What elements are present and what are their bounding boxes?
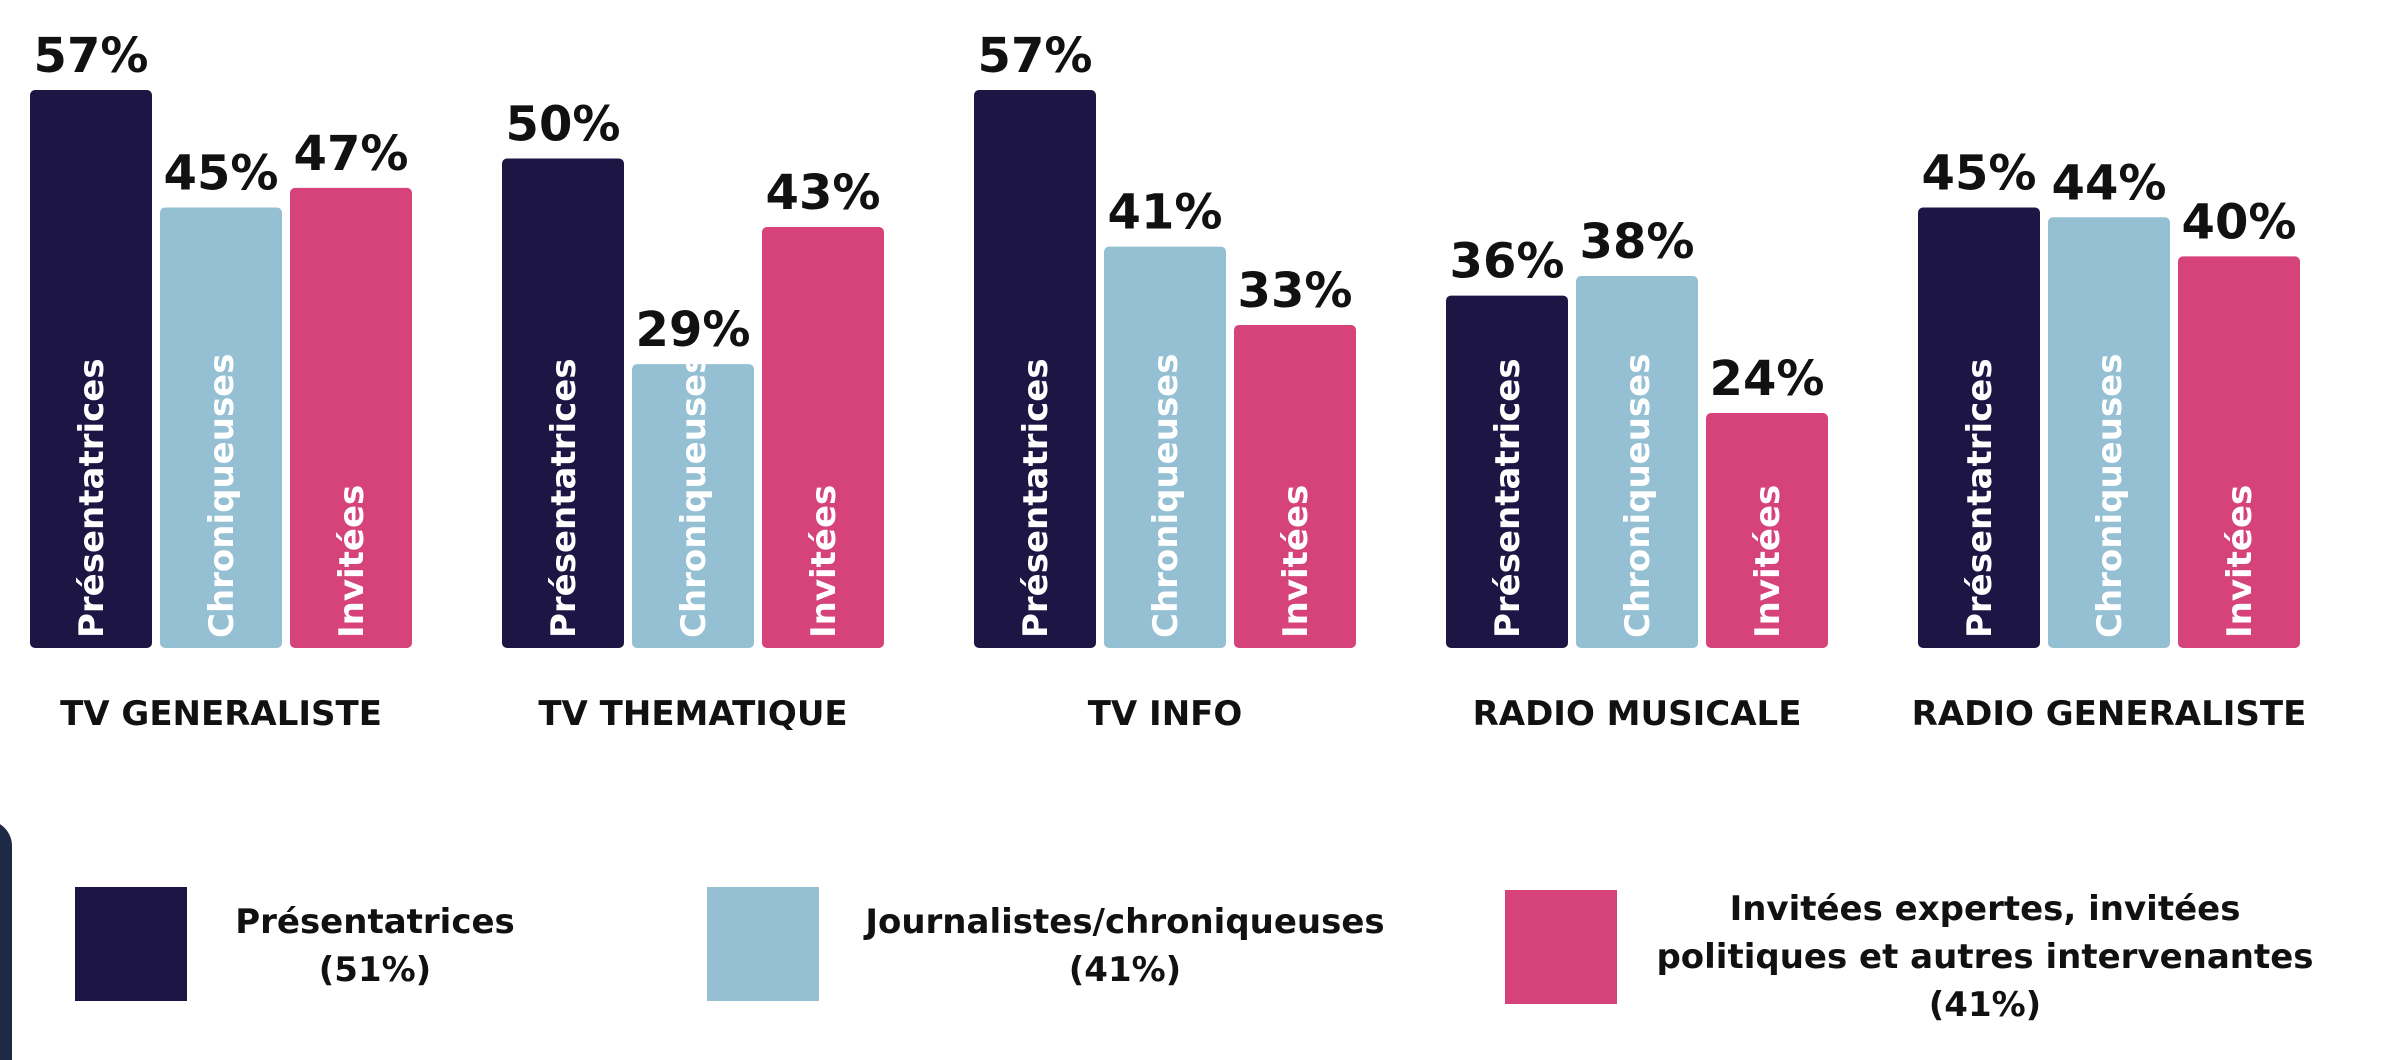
bar-tv-info-invitees	[1234, 324, 1356, 648]
bar-series-label-radio-generaliste-chroniqueuses: Chroniqueuses	[2090, 354, 2130, 638]
legend-label-journalistes-line1: Journalistes/chroniqueuses	[865, 902, 1385, 942]
bar-series-label-tv-generaliste-presentatrices: Présentatrices	[72, 358, 112, 638]
value-label-tv-generaliste-invitees: 47%	[294, 126, 409, 182]
bar-tv-generaliste-invitees	[290, 187, 412, 649]
bar-radio-musicale-presentatrices	[1446, 295, 1568, 648]
bar-series-label-tv-generaliste-invitees: Invitées	[332, 485, 372, 638]
value-label-tv-info-chroniqueuses: 41%	[1108, 185, 1223, 241]
legend-label-invitees-line3: (41%)	[1928, 985, 2042, 1025]
bar-radio-musicale-invitees	[1706, 413, 1828, 648]
value-label-tv-thematique-chroniqueuses: 29%	[636, 302, 751, 358]
value-label-tv-generaliste-chroniqueuses: 45%	[164, 145, 279, 201]
bar-series-label-radio-generaliste-invitees: Invitées	[2220, 485, 2260, 638]
value-label-tv-info-invitees: 33%	[1238, 263, 1353, 319]
bar-tv-info-presentatrices	[974, 90, 1096, 648]
bar-series-label-tv-thematique-invitees: Invitées	[804, 485, 844, 638]
value-label-tv-info-presentatrices: 57%	[978, 28, 1093, 84]
value-label-radio-musicale-presentatrices: 36%	[1450, 234, 1565, 290]
category-label-radio-musicale: RADIO MUSICALE	[1473, 694, 1802, 734]
bar-radio-generaliste-presentatrices	[1918, 207, 2040, 648]
bar-radio-generaliste-invitees	[2178, 256, 2300, 648]
value-label-radio-generaliste-presentatrices: 45%	[1922, 145, 2037, 201]
value-label-tv-thematique-invitees: 43%	[766, 165, 881, 221]
decorative-edge-shape	[0, 820, 12, 1060]
bar-series-label-radio-generaliste-presentatrices: Présentatrices	[1960, 358, 2000, 638]
bar-tv-generaliste-chroniqueuses	[160, 207, 282, 648]
bar-tv-thematique-presentatrices	[502, 158, 624, 649]
legend-swatch-journalistes	[707, 887, 819, 1001]
legend-swatch-presentatrices	[75, 887, 187, 1001]
bar-radio-musicale-chroniqueuses	[1576, 276, 1698, 648]
value-label-radio-generaliste-chroniqueuses: 44%	[2052, 155, 2167, 211]
category-label-tv-thematique: TV THEMATIQUE	[538, 694, 847, 734]
legend-label-invitees-line1: Invitées expertes, invitées	[1729, 889, 2241, 929]
value-label-tv-generaliste-presentatrices: 57%	[34, 28, 149, 84]
legend-swatch-invitees	[1505, 890, 1617, 1004]
value-label-tv-thematique-presentatrices: 50%	[506, 97, 621, 153]
category-label-tv-generaliste: TV GENERALISTE	[60, 694, 382, 734]
bar-radio-generaliste-chroniqueuses	[2048, 217, 2170, 648]
legend-label-invitees-line2: politiques et autres intervenantes	[1656, 937, 2314, 977]
bar-series-label-tv-info-chroniqueuses: Chroniqueuses	[1146, 354, 1186, 638]
bar-series-label-tv-info-invitees: Invitées	[1276, 485, 1316, 638]
category-label-tv-info: TV INFO	[1088, 694, 1243, 734]
legend-label-journalistes-line2: (41%)	[1068, 950, 1182, 990]
legend-label-presentatrices-line2: (51%)	[318, 950, 432, 990]
bar-tv-thematique-chroniqueuses	[632, 364, 754, 648]
bar-series-label-tv-thematique-presentatrices: Présentatrices	[544, 358, 584, 638]
bar-series-label-tv-thematique-chroniqueuses: Chroniqueuses	[674, 354, 714, 638]
legend-label-presentatrices-line1: Présentatrices	[235, 902, 515, 942]
bar-chart: 57% Présentatrices 45% Chroniqueuses 47% Invi…	[30, 28, 2307, 734]
legend-label-invitees: Invitées expertes, invitées politiques e…	[1635, 885, 2335, 1029]
category-label-radio-generaliste: RADIO GENERALISTE	[1912, 694, 2307, 734]
value-label-radio-musicale-chroniqueuses: 38%	[1580, 214, 1695, 270]
legend-label-journalistes: Journalistes/chroniqueuses (41%)	[835, 898, 1415, 994]
bar-tv-info-chroniqueuses	[1104, 246, 1226, 648]
legend-label-presentatrices: Présentatrices (51%)	[195, 898, 555, 994]
bar-tv-thematique-invitees	[762, 227, 884, 649]
value-label-radio-generaliste-invitees: 40%	[2182, 194, 2297, 250]
bar-series-label-radio-musicale-invitees: Invitées	[1748, 485, 1788, 638]
bar-series-label-radio-musicale-chroniqueuses: Chroniqueuses	[1618, 354, 1658, 638]
bar-series-label-tv-info-presentatrices: Présentatrices	[1016, 358, 1056, 638]
bar-tv-generaliste-presentatrices	[30, 90, 152, 648]
bar-series-label-tv-generaliste-chroniqueuses: Chroniqueuses	[202, 354, 242, 638]
value-label-radio-musicale-invitees: 24%	[1710, 351, 1825, 407]
bar-series-label-radio-musicale-presentatrices: Présentatrices	[1488, 358, 1528, 638]
